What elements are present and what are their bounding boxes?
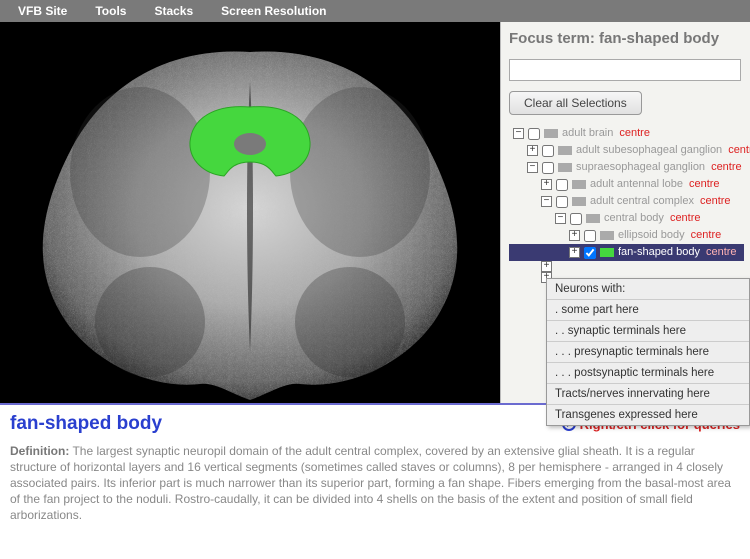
tree-label: adult antennal lobe xyxy=(590,176,683,193)
tree-label: adult subesophageal ganglion xyxy=(576,142,722,159)
menubar: VFB Site Tools Stacks Screen Resolution xyxy=(0,0,750,22)
tree-checkbox[interactable] xyxy=(556,179,568,191)
expand-icon[interactable]: + xyxy=(541,179,552,190)
expand-icon[interactable]: + xyxy=(527,145,538,156)
side-panel: Focus term: fan-shaped body Clear all Se… xyxy=(500,22,750,403)
tree-row[interactable]: + adult antennal lobe centre xyxy=(509,176,744,193)
tree-row[interactable]: − adult central complex centre xyxy=(509,193,744,210)
tree-checkbox[interactable] xyxy=(528,128,540,140)
definition-text: Definition: The largest synaptic neuropi… xyxy=(10,443,740,523)
tree-checkbox[interactable] xyxy=(556,196,568,208)
tree-checkbox[interactable] xyxy=(584,247,596,259)
collapse-icon[interactable]: − xyxy=(527,162,538,173)
clear-selections-button[interactable]: Clear all Selections xyxy=(509,91,642,115)
menu-stacks[interactable]: Stacks xyxy=(140,4,207,18)
tree-label: central body xyxy=(604,210,664,227)
focus-term-title: Focus term: fan-shaped body xyxy=(509,30,744,47)
tree-label: supraesophageal ganglion xyxy=(576,159,705,176)
main-area: Focus term: fan-shaped body Clear all Se… xyxy=(0,22,750,403)
context-menu-item[interactable]: . . . presynaptic terminals here xyxy=(547,342,749,363)
collapse-icon[interactable]: − xyxy=(555,213,566,224)
color-swatch xyxy=(572,197,586,206)
centre-link[interactable]: centre xyxy=(691,227,722,244)
tree-checkbox[interactable] xyxy=(542,145,554,157)
menu-screen-resolution[interactable]: Screen Resolution xyxy=(207,4,340,18)
context-menu-item[interactable]: . . . postsynaptic terminals here xyxy=(547,363,749,384)
expand-icon[interactable]: + xyxy=(569,247,580,258)
expand-icon[interactable]: + xyxy=(569,230,580,241)
expand-icon[interactable]: + xyxy=(541,261,552,272)
tree-checkbox[interactable] xyxy=(584,230,596,242)
search-input[interactable] xyxy=(509,59,741,81)
centre-link[interactable]: centre xyxy=(689,176,720,193)
tree-checkbox[interactable] xyxy=(570,213,582,225)
tree-row[interactable]: − adult brain centre xyxy=(509,125,744,142)
centre-link[interactable]: centre xyxy=(619,125,650,142)
tree-row[interactable]: + xyxy=(509,261,744,272)
tree-label: fan-shaped body xyxy=(618,244,700,261)
context-menu-item[interactable]: Transgenes expressed here xyxy=(547,405,749,425)
color-swatch xyxy=(600,248,614,257)
tree-label: adult central complex xyxy=(590,193,694,210)
brain-viewer[interactable] xyxy=(0,22,500,403)
color-swatch xyxy=(558,146,572,155)
tree-row[interactable]: + fan-shaped body centre xyxy=(509,244,744,261)
color-swatch xyxy=(586,214,600,223)
color-swatch xyxy=(600,231,614,240)
menu-tools[interactable]: Tools xyxy=(81,4,140,18)
collapse-icon[interactable]: − xyxy=(513,128,524,139)
centre-link[interactable]: centre xyxy=(706,244,737,261)
collapse-icon[interactable]: − xyxy=(541,196,552,207)
menu-vfb-site[interactable]: VFB Site xyxy=(4,4,81,18)
tree-row[interactable]: + ellipsoid body centre xyxy=(509,227,744,244)
context-menu: Neurons with: . some part here . . synap… xyxy=(546,278,750,426)
tree-row[interactable]: − supraesophageal ganglion centre xyxy=(509,159,744,176)
tree-label: ellipsoid body xyxy=(618,227,685,244)
anatomy-tree: − adult brain centre + adult subesophageal g… xyxy=(509,125,744,283)
context-menu-item[interactable]: Tracts/nerves innervating here xyxy=(547,384,749,405)
centre-link[interactable]: centre xyxy=(728,142,750,159)
centre-link[interactable]: centre xyxy=(700,193,731,210)
tree-checkbox[interactable] xyxy=(542,162,554,174)
tree-row[interactable]: +adult subesophageal ganglioncentre xyxy=(509,142,744,159)
color-swatch xyxy=(544,129,558,138)
color-swatch xyxy=(572,180,586,189)
color-swatch xyxy=(558,163,572,172)
term-title: fan-shaped body xyxy=(10,413,162,435)
tree-label: adult brain xyxy=(562,125,613,142)
centre-link[interactable]: centre xyxy=(711,159,742,176)
context-menu-item[interactable]: . some part here xyxy=(547,300,749,321)
tree-row[interactable]: − central body centre xyxy=(509,210,744,227)
detail-panel: fan-shaped body Right/ctrl click for que… xyxy=(0,403,750,559)
centre-link[interactable]: centre xyxy=(670,210,701,227)
context-menu-header: Neurons with: xyxy=(547,279,749,300)
context-menu-item[interactable]: . . synaptic terminals here xyxy=(547,321,749,342)
